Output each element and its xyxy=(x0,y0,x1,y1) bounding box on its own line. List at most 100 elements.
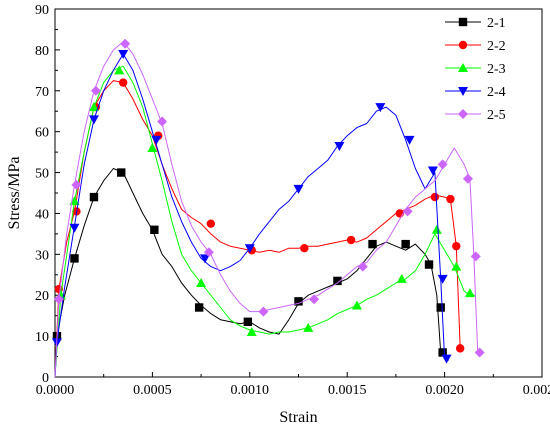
data-point xyxy=(244,244,255,254)
data-point xyxy=(334,141,345,151)
data-point xyxy=(150,225,159,234)
legend-item-2-3: 2-3 xyxy=(445,62,506,77)
data-point xyxy=(431,224,442,234)
legend-marker xyxy=(458,63,468,72)
data-point xyxy=(357,261,368,272)
data-point xyxy=(194,303,204,312)
series-2-1 xyxy=(52,168,447,378)
data-point xyxy=(451,261,462,271)
data-point xyxy=(151,135,162,145)
legend-label: 2-2 xyxy=(487,39,506,54)
y-tick-label: 30 xyxy=(35,248,49,263)
data-point xyxy=(53,294,64,305)
data-point xyxy=(70,254,79,263)
data-point xyxy=(396,273,407,283)
data-point xyxy=(293,184,304,194)
data-point xyxy=(196,277,207,287)
legend-label: 2-3 xyxy=(487,62,506,77)
data-point xyxy=(430,192,440,202)
x-tick-label: 0.0025 xyxy=(523,383,550,398)
data-point xyxy=(452,241,461,251)
data-point xyxy=(309,294,320,305)
y-tick-label: 0 xyxy=(42,371,49,386)
y-tick-label: 90 xyxy=(35,3,49,18)
data-point xyxy=(88,115,99,125)
data-point xyxy=(402,206,413,217)
legend-item-2-1: 2-1 xyxy=(445,16,506,31)
series-line-2-4 xyxy=(54,53,449,378)
data-point xyxy=(474,347,485,358)
data-point xyxy=(441,354,452,364)
data-point xyxy=(300,244,309,253)
y-axis-ticks: 0 10 20 30 40 50 60 70 80 90 xyxy=(35,3,60,386)
y-tick-label: 10 xyxy=(35,330,49,345)
x-tick-label: 0.0005 xyxy=(133,383,172,398)
y-tick-label: 50 xyxy=(35,167,49,182)
y-tick-label: 40 xyxy=(35,207,49,222)
data-point xyxy=(199,254,210,264)
data-point xyxy=(462,173,473,184)
x-tick-label: 0.0015 xyxy=(328,383,367,398)
x-axis-label: Strain xyxy=(279,409,317,426)
data-point xyxy=(294,297,303,306)
data-point xyxy=(351,300,362,310)
x-tick-label: 0.0010 xyxy=(231,383,270,398)
data-point xyxy=(427,166,438,176)
series-2-4 xyxy=(51,49,452,378)
data-point xyxy=(333,276,342,286)
legend-marker xyxy=(458,40,468,50)
series-line-2-2 xyxy=(54,80,465,378)
data-point xyxy=(303,322,314,332)
legend-marker xyxy=(458,17,468,27)
legend-label: 2-4 xyxy=(487,85,506,100)
series-line-2-1 xyxy=(54,168,445,378)
legend-item-2-4: 2-4 xyxy=(445,85,506,100)
legend-marker xyxy=(458,87,468,96)
data-point xyxy=(118,78,128,87)
x-tick-label: 0.0020 xyxy=(425,383,464,398)
data-point xyxy=(464,288,475,298)
data-point xyxy=(446,194,455,204)
legend-item-2-5: 2-5 xyxy=(445,108,506,123)
legend-item-2-2: 2-2 xyxy=(445,39,506,54)
data-point xyxy=(71,179,82,190)
data-point xyxy=(88,102,99,112)
legend-label: 2-5 xyxy=(487,108,506,123)
y-axis-label: Stress/MPa xyxy=(6,157,23,230)
data-point xyxy=(470,251,481,262)
data-point xyxy=(118,49,129,59)
data-point xyxy=(437,159,448,170)
data-point xyxy=(368,239,377,249)
y-tick-label: 70 xyxy=(35,85,49,100)
data-point xyxy=(455,344,465,353)
data-point xyxy=(89,192,99,202)
data-point xyxy=(424,260,434,269)
data-point xyxy=(114,65,125,75)
series-line-2-5 xyxy=(54,41,482,378)
data-point xyxy=(157,116,168,127)
data-point xyxy=(258,306,269,317)
data-point xyxy=(436,303,445,312)
data-point xyxy=(206,219,216,228)
data-point xyxy=(147,143,158,153)
data-point xyxy=(401,239,410,249)
data-point xyxy=(69,223,80,233)
data-point xyxy=(243,317,253,326)
x-axis-ticks: 0.0000 0.0005 0.0010 0.0015 0.0020 0.0025 xyxy=(36,372,550,398)
data-point xyxy=(346,235,356,245)
data-point xyxy=(375,103,386,113)
data-point xyxy=(437,274,448,284)
y-tick-label: 20 xyxy=(35,289,49,304)
data-point xyxy=(404,135,415,145)
x-tick-label: 0.0000 xyxy=(36,383,75,398)
y-tick-label: 80 xyxy=(35,44,49,59)
y-tick-label: 60 xyxy=(35,126,49,141)
legend-marker xyxy=(458,109,468,119)
data-point xyxy=(117,168,126,177)
data-point xyxy=(438,348,447,357)
legend: 2-1 2-2 2-3 2-4 2-5 xyxy=(445,16,506,123)
data-point xyxy=(203,247,214,258)
data-point xyxy=(90,85,101,96)
data-point xyxy=(120,38,131,49)
